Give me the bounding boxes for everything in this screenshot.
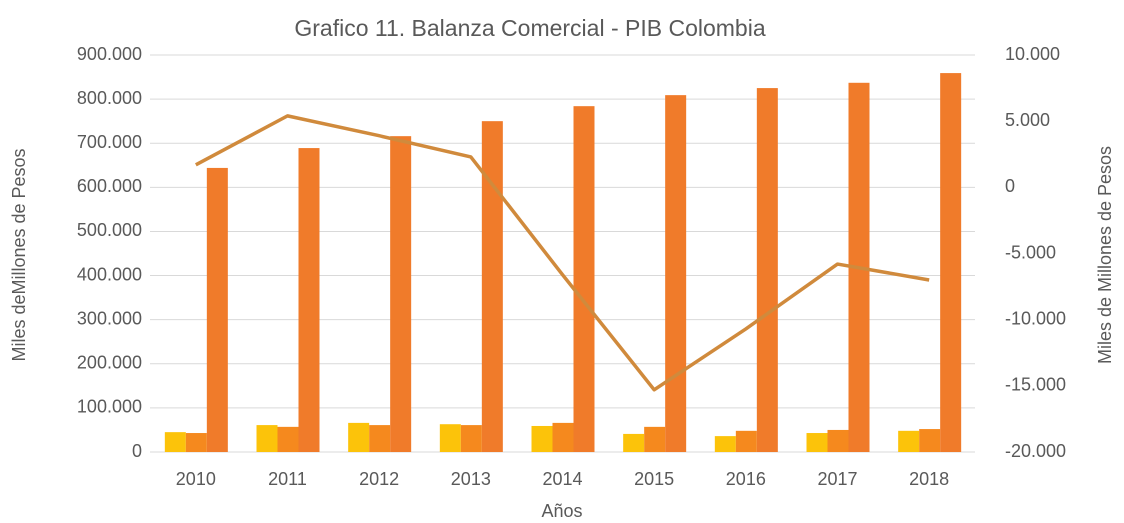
- bar: [898, 430, 920, 452]
- y2-axis-title: Miles de Millones de Pesos: [1095, 146, 1115, 364]
- x-tick-label: 2012: [359, 469, 399, 489]
- bar: [298, 148, 320, 452]
- x-tick-label: 2014: [542, 469, 582, 489]
- y-tick-label: 800.000: [77, 88, 142, 108]
- x-tick-label: 2015: [634, 469, 674, 489]
- y-tick-label: 300.000: [77, 308, 142, 328]
- bar: [827, 429, 849, 452]
- bar: [369, 425, 391, 452]
- x-tick-label: 2017: [817, 469, 857, 489]
- y-tick-label: 700.000: [77, 132, 142, 152]
- bar: [481, 121, 503, 453]
- y-tick-label: 200.000: [77, 353, 142, 373]
- y-tick-label: 0: [132, 441, 142, 461]
- x-tick-label: 2018: [909, 469, 949, 489]
- bar: [665, 95, 687, 452]
- bar: [756, 88, 778, 452]
- y2-tick-label: -10.000: [1005, 308, 1066, 328]
- bar: [390, 136, 412, 453]
- bar: [439, 424, 461, 452]
- y2-tick-label: -15.000: [1005, 375, 1066, 395]
- bar: [644, 426, 666, 452]
- bar: [348, 422, 370, 452]
- x-tick-label: 2010: [176, 469, 216, 489]
- y-tick-label: 400.000: [77, 264, 142, 284]
- y2-tick-label: 5.000: [1005, 110, 1050, 130]
- y-tick-label: 100.000: [77, 397, 142, 417]
- y-tick-label: 500.000: [77, 220, 142, 240]
- bar: [714, 436, 736, 452]
- y-axis-title: Miles deMillones de Pesos: [9, 148, 29, 361]
- bar: [735, 430, 757, 452]
- chart-title: Grafico 11. Balanza Comercial - PIB Colo…: [294, 15, 765, 41]
- y2-tick-label: 0: [1005, 176, 1015, 196]
- x-tick-label: 2016: [726, 469, 766, 489]
- bar: [206, 167, 228, 452]
- bar: [806, 433, 828, 452]
- bar: [623, 433, 645, 452]
- bar: [256, 425, 278, 452]
- line: [195, 114, 930, 392]
- y2-tick-label: -5.000: [1005, 242, 1056, 262]
- y-tick-label: 900.000: [77, 44, 142, 64]
- x-tick-label: 2011: [268, 469, 307, 489]
- bar: [460, 425, 482, 452]
- x-tick-label: 2013: [451, 469, 491, 489]
- y2-tick-label: 10.000: [1005, 44, 1060, 64]
- y-tick-label: 600.000: [77, 176, 142, 196]
- bar: [164, 432, 186, 452]
- bar: [573, 106, 595, 453]
- bar: [919, 429, 941, 452]
- bar: [185, 433, 207, 452]
- x-axis-title: Años: [541, 501, 582, 521]
- bar: [277, 426, 299, 452]
- bar: [940, 73, 962, 452]
- y2-tick-label: -20.000: [1005, 441, 1066, 461]
- bar: [531, 425, 553, 452]
- bar: [552, 422, 574, 452]
